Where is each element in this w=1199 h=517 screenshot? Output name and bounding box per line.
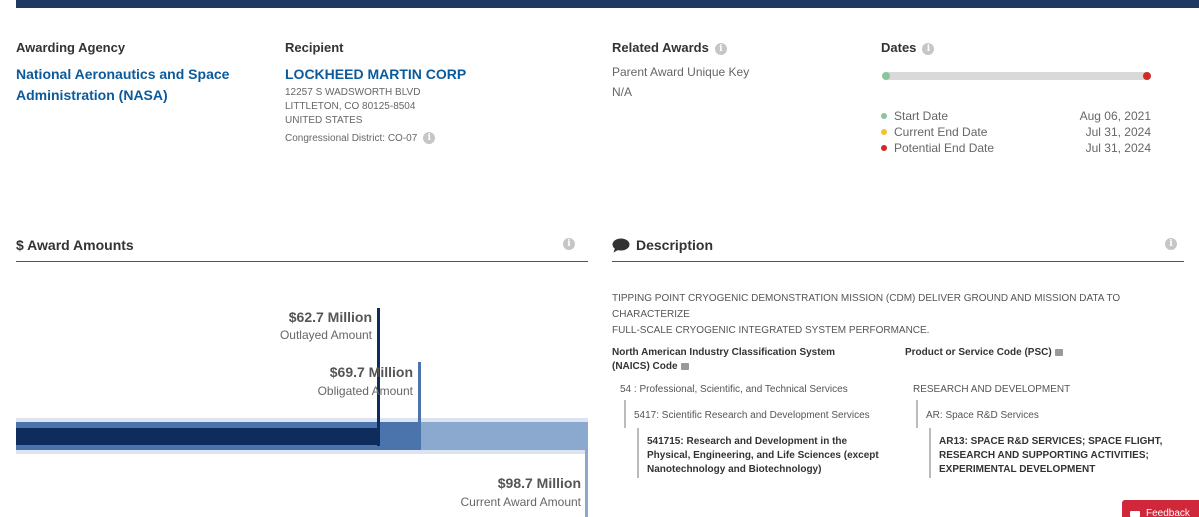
- potential-end-date-row: Potential End Date Jul 31, 2024: [881, 140, 1151, 156]
- description-text: TIPPING POINT CRYOGENIC DEMONSTRATION MI…: [612, 291, 1187, 339]
- current-end-date-label: Current End Date: [894, 125, 988, 139]
- description-divider: [612, 261, 1184, 262]
- naics-tree-line-2: [637, 428, 639, 478]
- feedback-button[interactable]: Feedback: [1122, 500, 1199, 517]
- info-icon[interactable]: i: [1165, 238, 1177, 250]
- current-end-date-row: Current End Date Jul 31, 2024: [881, 124, 1151, 140]
- obligated-amount-value: $69.7 Million: [329, 364, 413, 380]
- recipient-label: Recipient: [285, 40, 344, 55]
- psc-level-1: RESEARCH AND DEVELOPMENT: [913, 384, 1071, 395]
- naics-tree-line-1: [624, 400, 626, 428]
- address-line-2: LITTLETON, CO 80125-8504: [285, 101, 416, 112]
- obligated-marker-line: [418, 362, 421, 450]
- psc-level-2: AR: Space R&D Services: [926, 410, 1039, 421]
- start-date-dot: [881, 113, 887, 119]
- glossary-book-icon[interactable]: [680, 362, 689, 370]
- naics-heading-line-2: (NAICS) Code: [612, 361, 678, 372]
- psc-tree-line-2: [929, 428, 931, 478]
- end-date-marker: [1143, 72, 1151, 80]
- psc-heading: Product or Service Code (PSC): [905, 346, 1063, 360]
- recipient-address: 12257 S WADSWORTH BLVD LITTLETON, CO 801…: [285, 86, 420, 128]
- header-bar: [16, 0, 1199, 8]
- parent-award-label: Parent Award Unique Key: [612, 65, 750, 79]
- congressional-district-text: Congressional District: CO-07: [285, 133, 418, 144]
- outlayed-marker-line: [377, 308, 380, 446]
- naics-leaf-line-2: Physical, Engineering, and Life Sciences…: [647, 450, 879, 461]
- feedback-label: Feedback: [1146, 508, 1190, 517]
- outlayed-amount-value: $62.7 Million: [288, 309, 372, 325]
- glossary-book-icon[interactable]: [1054, 348, 1063, 356]
- obligated-amount-label: Obligated Amount: [317, 384, 413, 398]
- outlayed-amount-label: Outlayed Amount: [279, 328, 372, 342]
- info-icon[interactable]: i: [563, 238, 575, 250]
- related-awards-heading: Related Awards i: [612, 40, 727, 55]
- awarding-agency-line1: National Aeronautics and Space: [16, 66, 230, 82]
- address-line-1: 12257 S WADSWORTH BLVD: [285, 87, 421, 98]
- current-award-label: Current Award Amount: [460, 495, 581, 509]
- award-amounts-divider: [16, 261, 588, 262]
- dates-timeline-bar: [884, 72, 1150, 80]
- naics-level-2: 5417: Scientific Research and Developmen…: [634, 410, 870, 421]
- naics-leaf-line-3: Nanotechnology and Biotechnology): [647, 464, 822, 475]
- dates-heading: Dates i: [881, 40, 935, 55]
- awarding-agency-link[interactable]: National Aeronautics and Space Administr…: [16, 64, 229, 106]
- info-icon[interactable]: i: [423, 132, 436, 145]
- psc-leaf-line-1: AR13: SPACE R&D SERVICES; SPACE FLIGHT,: [939, 436, 1163, 447]
- speech-bubble-icon: [612, 238, 630, 252]
- awarding-agency-label: Awarding Agency: [16, 40, 126, 55]
- award-amounts-title: $ Award Amounts: [16, 237, 134, 253]
- parent-award-value: N/A: [612, 85, 633, 99]
- recipient-link[interactable]: LOCKHEED MARTIN CORP: [285, 66, 467, 82]
- psc-heading-text: Product or Service Code (PSC): [905, 347, 1052, 358]
- dates-label: Dates: [881, 40, 917, 55]
- current-end-date-value: Jul 31, 2024: [1085, 125, 1151, 139]
- psc-leaf-line-3: EXPERIMENTAL DEVELOPMENT: [939, 464, 1096, 475]
- naics-heading-line-1: North American Industry Classification S…: [612, 347, 836, 358]
- potential-end-date-value: Jul 31, 2024: [1085, 141, 1151, 155]
- potential-end-date-label: Potential End Date: [894, 141, 995, 155]
- psc-tree-line-1: [916, 400, 918, 428]
- naics-leaf: 541715: Research and Development in the …: [647, 435, 897, 477]
- info-icon[interactable]: i: [714, 42, 727, 55]
- potential-end-date-dot: [881, 145, 887, 151]
- naics-heading: North American Industry Classification S…: [612, 346, 862, 374]
- description-line-1: TIPPING POINT CRYOGENIC DEMONSTRATION MI…: [612, 293, 1121, 320]
- current-end-date-dot: [881, 129, 887, 135]
- naics-leaf-line-1: 541715: Research and Development in the: [647, 436, 848, 447]
- description-title: Description: [636, 237, 714, 253]
- start-date-value: Aug 06, 2021: [1079, 109, 1151, 123]
- psc-leaf: AR13: SPACE R&D SERVICES; SPACE FLIGHT, …: [939, 435, 1189, 477]
- description-heading: Description: [612, 237, 713, 253]
- naics-level-1: 54 : Professional, Scientific, and Techn…: [620, 384, 848, 395]
- outlayed-bar: [16, 428, 380, 445]
- naics-heading-line-2-wrap: (NAICS) Code: [612, 360, 862, 374]
- info-icon[interactable]: i: [922, 42, 935, 55]
- current-award-value: $98.7 Million: [497, 475, 581, 491]
- start-date-label: Start Date: [894, 109, 949, 123]
- start-date-row: Start Date Aug 06, 2021: [881, 108, 1151, 124]
- feedback-icon: [1130, 511, 1140, 517]
- awarding-agency-line2: Administration (NASA): [16, 87, 168, 103]
- dates-legend: Start Date Aug 06, 2021 Current End Date…: [881, 108, 1151, 156]
- description-line-2: FULL-SCALE CRYOGENIC INTEGRATED SYSTEM P…: [612, 325, 930, 336]
- psc-leaf-line-2: RESEARCH AND SUPPORTING ACTIVITIES;: [939, 450, 1149, 461]
- congressional-district: Congressional District: CO-07 i: [285, 132, 436, 146]
- current-award-marker-line: [585, 422, 588, 517]
- start-date-marker: [882, 72, 890, 80]
- address-line-3: UNITED STATES: [285, 115, 363, 126]
- related-awards-label: Related Awards: [612, 40, 709, 55]
